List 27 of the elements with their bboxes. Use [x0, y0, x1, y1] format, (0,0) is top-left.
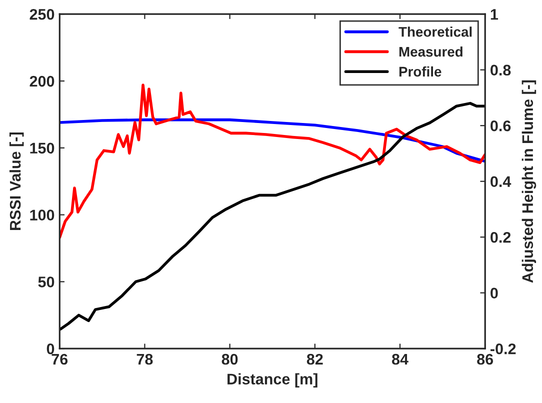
x-tick-label: 80 [222, 354, 238, 365]
x-tick-label: 78 [136, 354, 153, 365]
y-tick-label: 150 [30, 142, 54, 154]
x-tick-label: 76 [52, 354, 68, 365]
y-tick-label: 200 [30, 76, 54, 87]
y2-axis-title: Adjusted Height in Flume [-] [522, 80, 536, 283]
x-axis-title: Distance [m] [228, 373, 318, 388]
y2-tick-label: 0.8 [490, 64, 511, 76]
y-axis-title: RSSI Value [-] [9, 132, 24, 230]
y-tick-label: 0 [46, 343, 54, 354]
y-tick-label: 250 [30, 8, 54, 20]
y-tick-label: 50 [38, 276, 54, 288]
y2-tick-label: 0.2 [490, 232, 511, 243]
y2-tick-label: 0.4 [490, 176, 512, 188]
y-tick-label: 100 [30, 210, 54, 220]
line-series [60, 84, 486, 239]
x-tick-label: 86 [477, 354, 494, 365]
y2-tick-label: 0.6 [490, 120, 511, 132]
y2-tick-label: 1 [490, 9, 498, 20]
x-tick-label: 82 [306, 354, 323, 365]
legend-label: Theoretical [398, 26, 472, 37]
y2-tick-label: 0 [490, 288, 498, 299]
x-tick-label: 84 [392, 354, 408, 365]
y2-tick-label: -0.2 [490, 343, 516, 354]
line-series [60, 102, 486, 330]
legend-label: Measured [399, 46, 462, 57]
legend-label: Profile [399, 66, 442, 77]
